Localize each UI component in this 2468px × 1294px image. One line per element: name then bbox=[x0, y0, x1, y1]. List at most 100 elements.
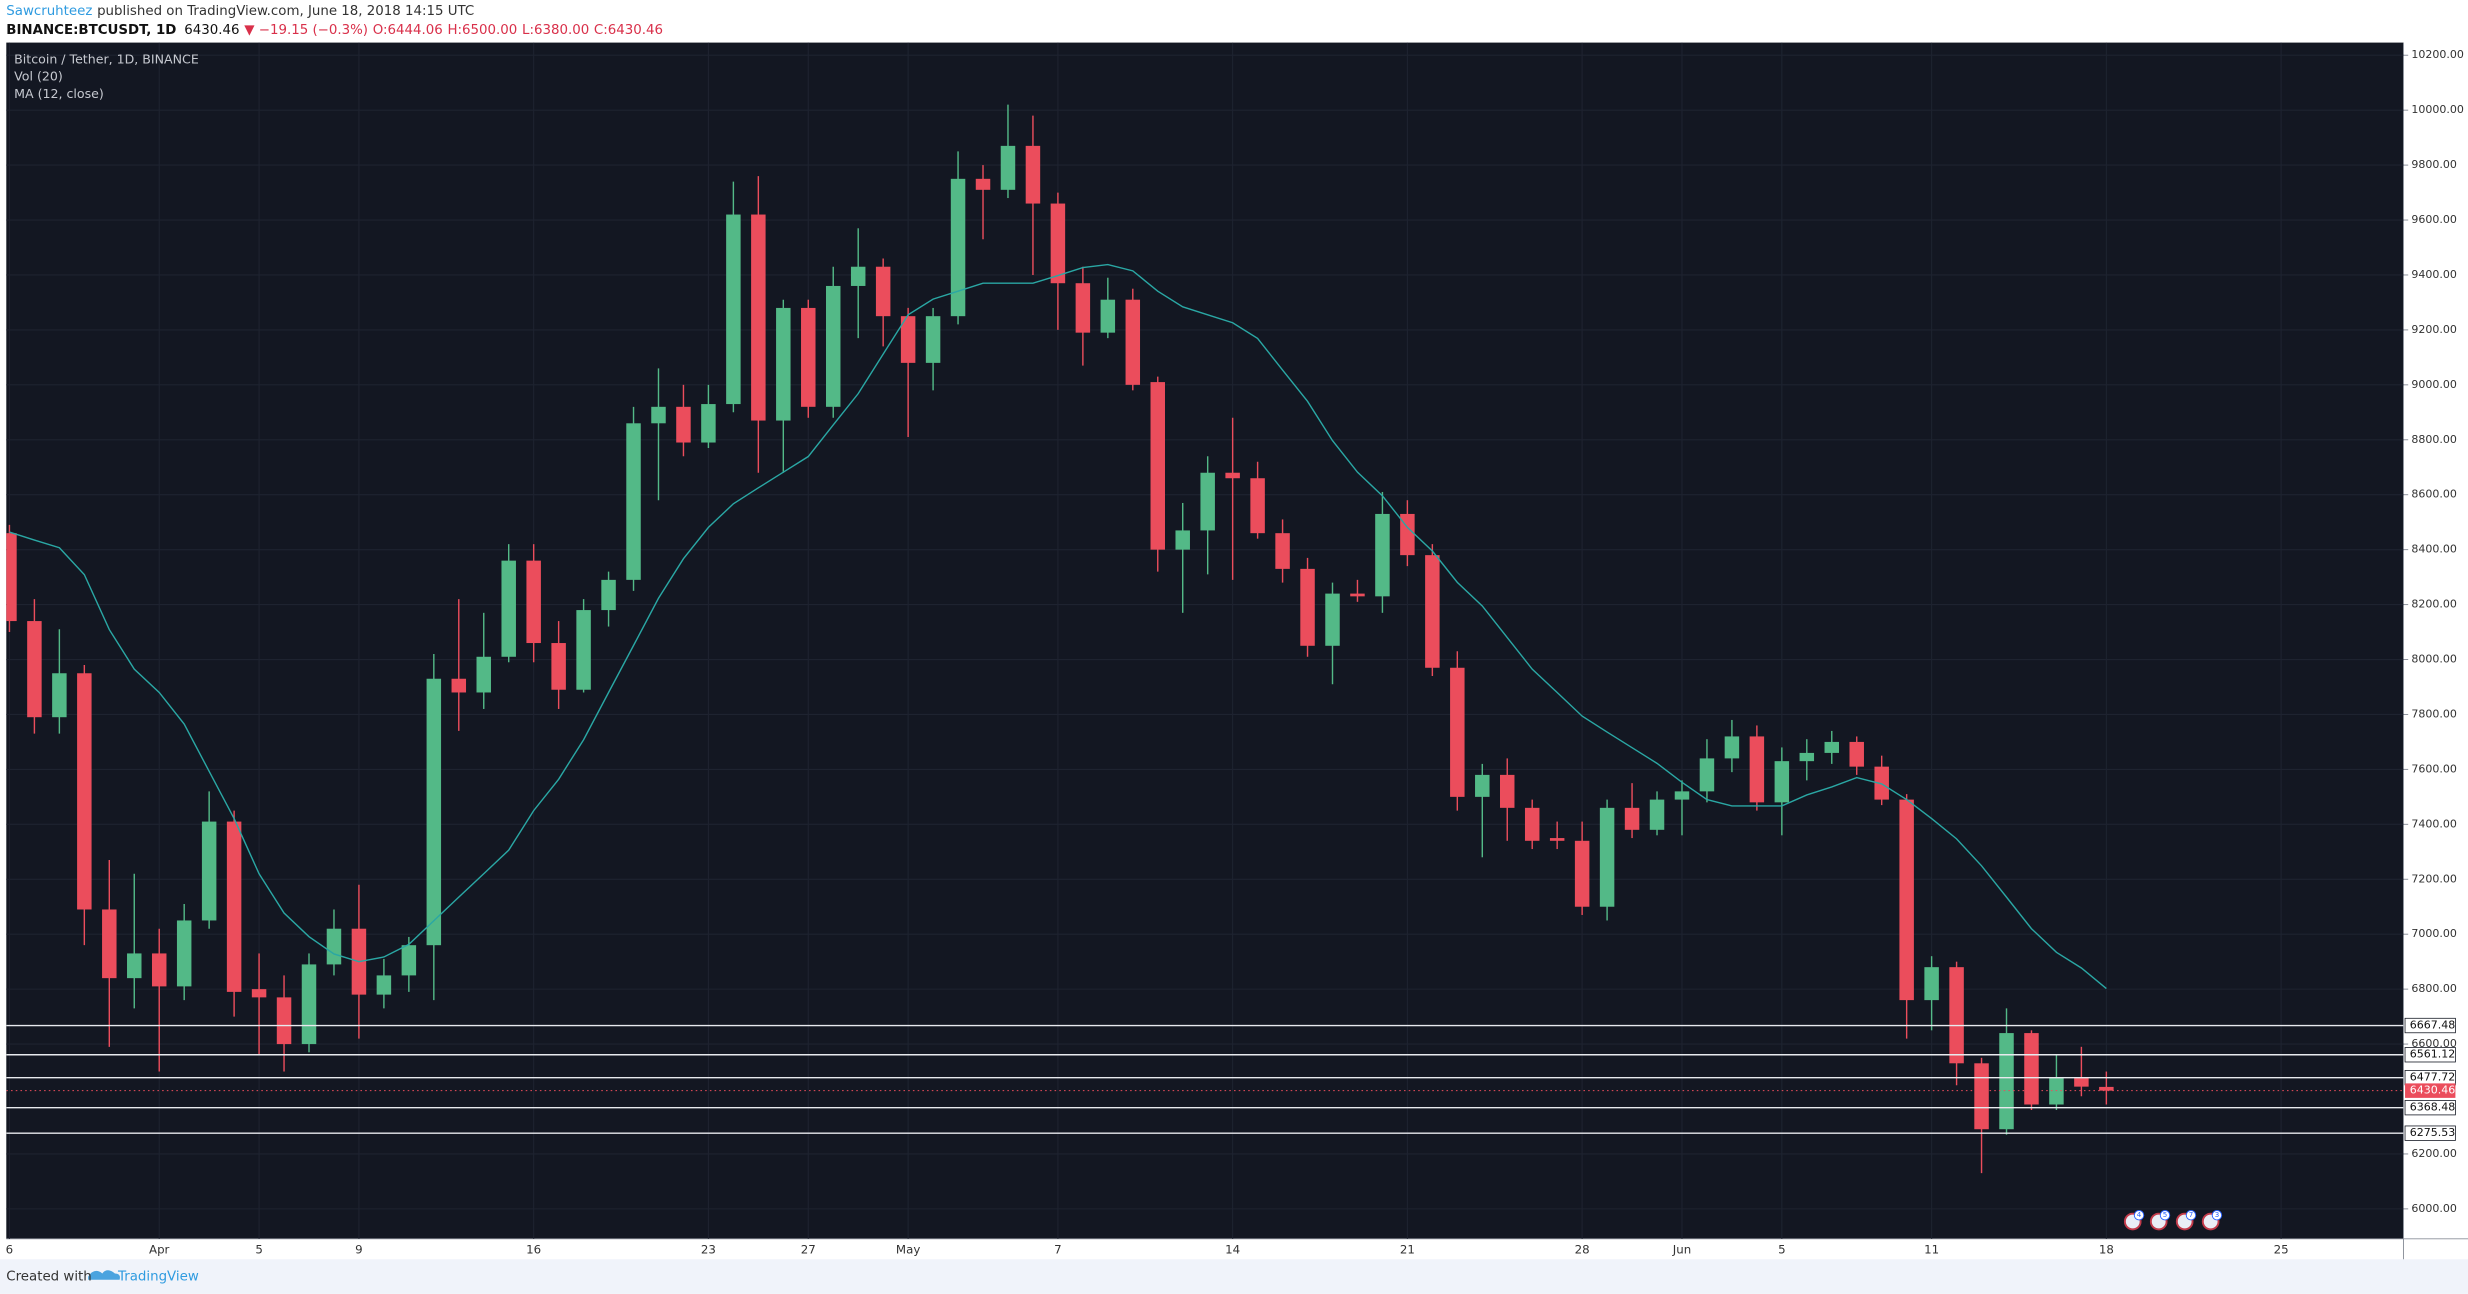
candle-body bbox=[2074, 1077, 2089, 1087]
level-label-box bbox=[2404, 1017, 2456, 1034]
candle-body bbox=[1075, 283, 1091, 333]
symbol: BINANCE:BTCUSDT, 1D bbox=[6, 23, 176, 38]
candle-body bbox=[551, 643, 566, 690]
candle-body bbox=[1749, 736, 1765, 803]
candle-body bbox=[102, 909, 117, 979]
candle-body bbox=[1350, 593, 1365, 597]
candle-body bbox=[900, 316, 916, 363]
ma-line bbox=[9, 263, 2107, 990]
y-tick-label: 6800.00 bbox=[2411, 982, 2457, 995]
x-tick-label: 21 bbox=[1400, 1242, 1415, 1256]
candle-body bbox=[6, 533, 17, 622]
y-tick-label: 8200.00 bbox=[2411, 598, 2457, 611]
ohlc-open: O:6444.06 bbox=[373, 23, 443, 38]
level-label: 6477.72 bbox=[2410, 1071, 2456, 1084]
candle-body bbox=[1649, 799, 1665, 830]
y-tick-label: 7200.00 bbox=[2411, 872, 2457, 885]
event-count: 5 bbox=[2163, 1210, 2168, 1219]
axes: 6000.00 6200.00 6600.00 6800.00 7000.00 7200.… bbox=[6, 48, 2464, 1256]
candle-body bbox=[576, 610, 591, 690]
candle-body bbox=[701, 404, 716, 443]
x-tick-label: 9 bbox=[355, 1242, 363, 1256]
x-tick-label: 5 bbox=[255, 1242, 263, 1256]
y-tick-label: 8400.00 bbox=[2411, 543, 2457, 556]
candle-body bbox=[476, 656, 491, 693]
event-count: 3 bbox=[2215, 1210, 2220, 1219]
y-tick-label: 9000.00 bbox=[2411, 378, 2457, 391]
candle-body bbox=[1250, 478, 1265, 534]
candle-body bbox=[850, 266, 866, 286]
footer-created: Created with bbox=[6, 1270, 91, 1285]
x-tick-label: 25 bbox=[2274, 1242, 2289, 1256]
event-count: 4 bbox=[2137, 1210, 2142, 1219]
x-tick-label: Jun bbox=[1672, 1242, 1691, 1256]
candle-body bbox=[1000, 145, 1016, 190]
candle-body bbox=[1025, 145, 1041, 204]
candle-body bbox=[1549, 838, 1565, 841]
x-tick-label: 23 bbox=[701, 1242, 716, 1256]
candle-body bbox=[1275, 533, 1290, 569]
author[interactable]: Sawcruhteez bbox=[6, 4, 92, 19]
y-tick-label: 7600.00 bbox=[2411, 762, 2457, 775]
x-tick-label: 14 bbox=[1225, 1242, 1240, 1256]
candle-body bbox=[1325, 593, 1340, 646]
candle-body bbox=[201, 821, 217, 921]
candle-body bbox=[925, 316, 941, 363]
candle-body bbox=[1475, 774, 1490, 797]
candle-body bbox=[1375, 513, 1390, 597]
tradingview-logo bbox=[88, 1270, 120, 1280]
event-badge bbox=[2159, 1210, 2171, 1221]
ohlc-low: L:6380.00 bbox=[522, 23, 589, 38]
footer-bar bbox=[0, 1259, 2468, 1294]
candle-body bbox=[176, 920, 192, 987]
candle-body bbox=[1300, 568, 1315, 646]
level-label: 6561.12 bbox=[2410, 1048, 2456, 1061]
candle-body bbox=[825, 285, 841, 407]
candle-body bbox=[376, 975, 392, 995]
candle-body bbox=[1500, 774, 1515, 808]
x-tick-label: 16 bbox=[526, 1242, 541, 1256]
candle-body bbox=[1150, 382, 1165, 550]
y-tick-label: 9800.00 bbox=[2411, 158, 2457, 171]
candle-body bbox=[1425, 555, 1440, 668]
candle-body bbox=[1874, 766, 1889, 800]
y-tick-label: 8000.00 bbox=[2411, 653, 2457, 666]
candle-body bbox=[301, 964, 317, 1045]
candle-body bbox=[1949, 967, 1964, 1064]
x-tick-label: May bbox=[896, 1242, 920, 1256]
footer-brand[interactable]: TradingView bbox=[117, 1270, 199, 1285]
candle-body bbox=[426, 678, 442, 946]
last-value: 6430.46 bbox=[184, 23, 239, 38]
candle-body bbox=[1849, 741, 1864, 767]
level-label-box bbox=[2404, 1125, 2456, 1141]
ohlc-high: H:6500.00 bbox=[447, 23, 517, 38]
candle-body bbox=[801, 307, 816, 407]
candle-body bbox=[401, 945, 417, 976]
candle-body bbox=[1699, 758, 1715, 792]
level-label: 6667.48 bbox=[2410, 1019, 2456, 1032]
change: ▼ −19.15 (−0.3%) bbox=[244, 23, 368, 38]
event-badge bbox=[2185, 1210, 2197, 1221]
y-tick-label: 7800.00 bbox=[2411, 707, 2457, 720]
candle-body bbox=[1125, 299, 1141, 385]
candle-body bbox=[751, 214, 766, 421]
candle-body bbox=[226, 821, 242, 992]
y-tick-label: 10200.00 bbox=[2411, 48, 2464, 61]
candle-body bbox=[1175, 530, 1190, 550]
candle-body bbox=[1999, 1033, 2014, 1130]
candle-body bbox=[1974, 1063, 1989, 1130]
x-tick-label: 11 bbox=[1924, 1242, 1939, 1256]
y-tick-label: 6600.00 bbox=[2411, 1037, 2457, 1050]
candle-body bbox=[251, 989, 267, 998]
published: published on TradingView.com, June 18, 2… bbox=[97, 4, 474, 19]
y-tick-label: 9600.00 bbox=[2411, 213, 2457, 226]
x-tick-label: Apr bbox=[149, 1242, 170, 1256]
candle-body bbox=[626, 423, 641, 580]
candle-body bbox=[601, 579, 616, 611]
legend-volume: Vol (20) bbox=[14, 69, 63, 84]
candle-body bbox=[1799, 752, 1815, 762]
candle-body bbox=[975, 178, 991, 190]
candle-body bbox=[77, 673, 92, 910]
candle-body bbox=[726, 214, 741, 405]
candle-body bbox=[1899, 799, 1914, 1001]
